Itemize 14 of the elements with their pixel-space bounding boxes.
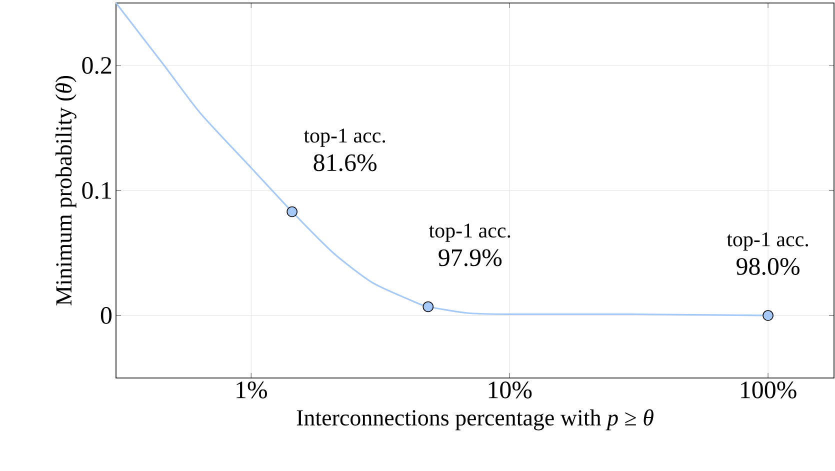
x-tick-label: 10% <box>488 382 532 398</box>
annotation: 98.0% <box>736 258 800 275</box>
y-tick-label: 0.2 <box>82 56 112 74</box>
x-tick-label: 100% <box>741 382 796 398</box>
annotation: top-1 acc. <box>428 224 510 242</box>
y-tick-label: 0.1 <box>82 182 111 199</box>
x-axis-title: Interconnections percentage with p ≥ θ <box>296 409 654 430</box>
y-axis-title: Minimum probability (θ) <box>55 76 76 306</box>
annotation: 81.6% <box>314 154 376 172</box>
annotation: top-1 acc. <box>726 232 808 251</box>
annotation: 97.9% <box>438 249 502 266</box>
y-tick-label: 0 <box>100 307 112 324</box>
annotation: top-1 acc. <box>304 128 386 147</box>
x-tick-label: 1% <box>236 382 267 398</box>
